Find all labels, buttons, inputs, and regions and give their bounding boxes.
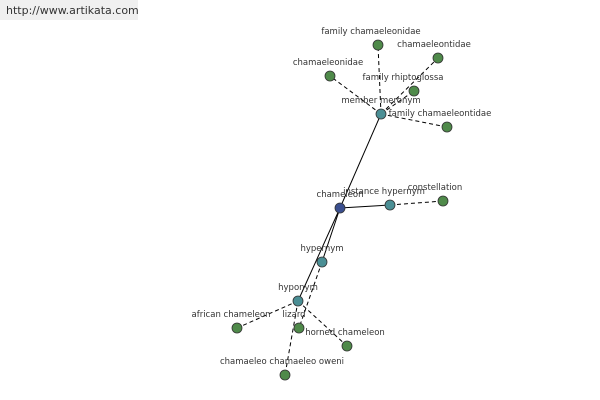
edge: [380, 57, 439, 115]
node[interactable]: [292, 295, 304, 307]
node-label: constellation: [408, 183, 462, 193]
edge: [339, 113, 382, 209]
edge: [321, 207, 341, 263]
edge: [297, 207, 341, 302]
node-label: member meronym: [341, 96, 420, 106]
node-label: instance hypernym: [343, 187, 425, 197]
node-label: african chameleon: [192, 310, 271, 320]
edge: [297, 300, 348, 347]
node[interactable]: [279, 369, 291, 381]
node[interactable]: [341, 340, 353, 352]
node-label: hyponym: [278, 283, 318, 293]
node[interactable]: [384, 199, 396, 211]
node[interactable]: [408, 85, 420, 97]
node-label: family rhiptoglossa: [363, 73, 444, 83]
node[interactable]: [316, 256, 328, 268]
node[interactable]: [324, 70, 336, 82]
node[interactable]: [231, 322, 243, 334]
node[interactable]: [293, 322, 305, 334]
edge: [377, 44, 382, 115]
node[interactable]: [432, 52, 444, 64]
node-label: family chamaeleonidae: [321, 27, 420, 37]
node[interactable]: [372, 39, 384, 51]
node-label: horned chameleon: [305, 328, 385, 338]
node-label: chameleon: [317, 190, 364, 200]
node-label: lizard: [282, 310, 305, 320]
edge: [284, 300, 299, 376]
edge: [329, 75, 382, 115]
edge: [298, 261, 323, 329]
node-label: hypernym: [300, 244, 343, 254]
edge: [380, 113, 448, 128]
node[interactable]: [334, 202, 346, 214]
node[interactable]: [441, 121, 453, 133]
node[interactable]: [375, 108, 387, 120]
node-label: chamaeleonidae: [293, 58, 363, 68]
edge: [389, 200, 444, 206]
site-url[interactable]: http://www.artikata.com: [0, 0, 139, 20]
node-label: family chamaeleontidae: [389, 109, 492, 119]
node-label: chamaeleo chamaeleo oweni: [220, 357, 344, 367]
edge: [339, 204, 391, 209]
node[interactable]: [437, 195, 449, 207]
node-label: chamaeleontidae: [397, 40, 471, 50]
